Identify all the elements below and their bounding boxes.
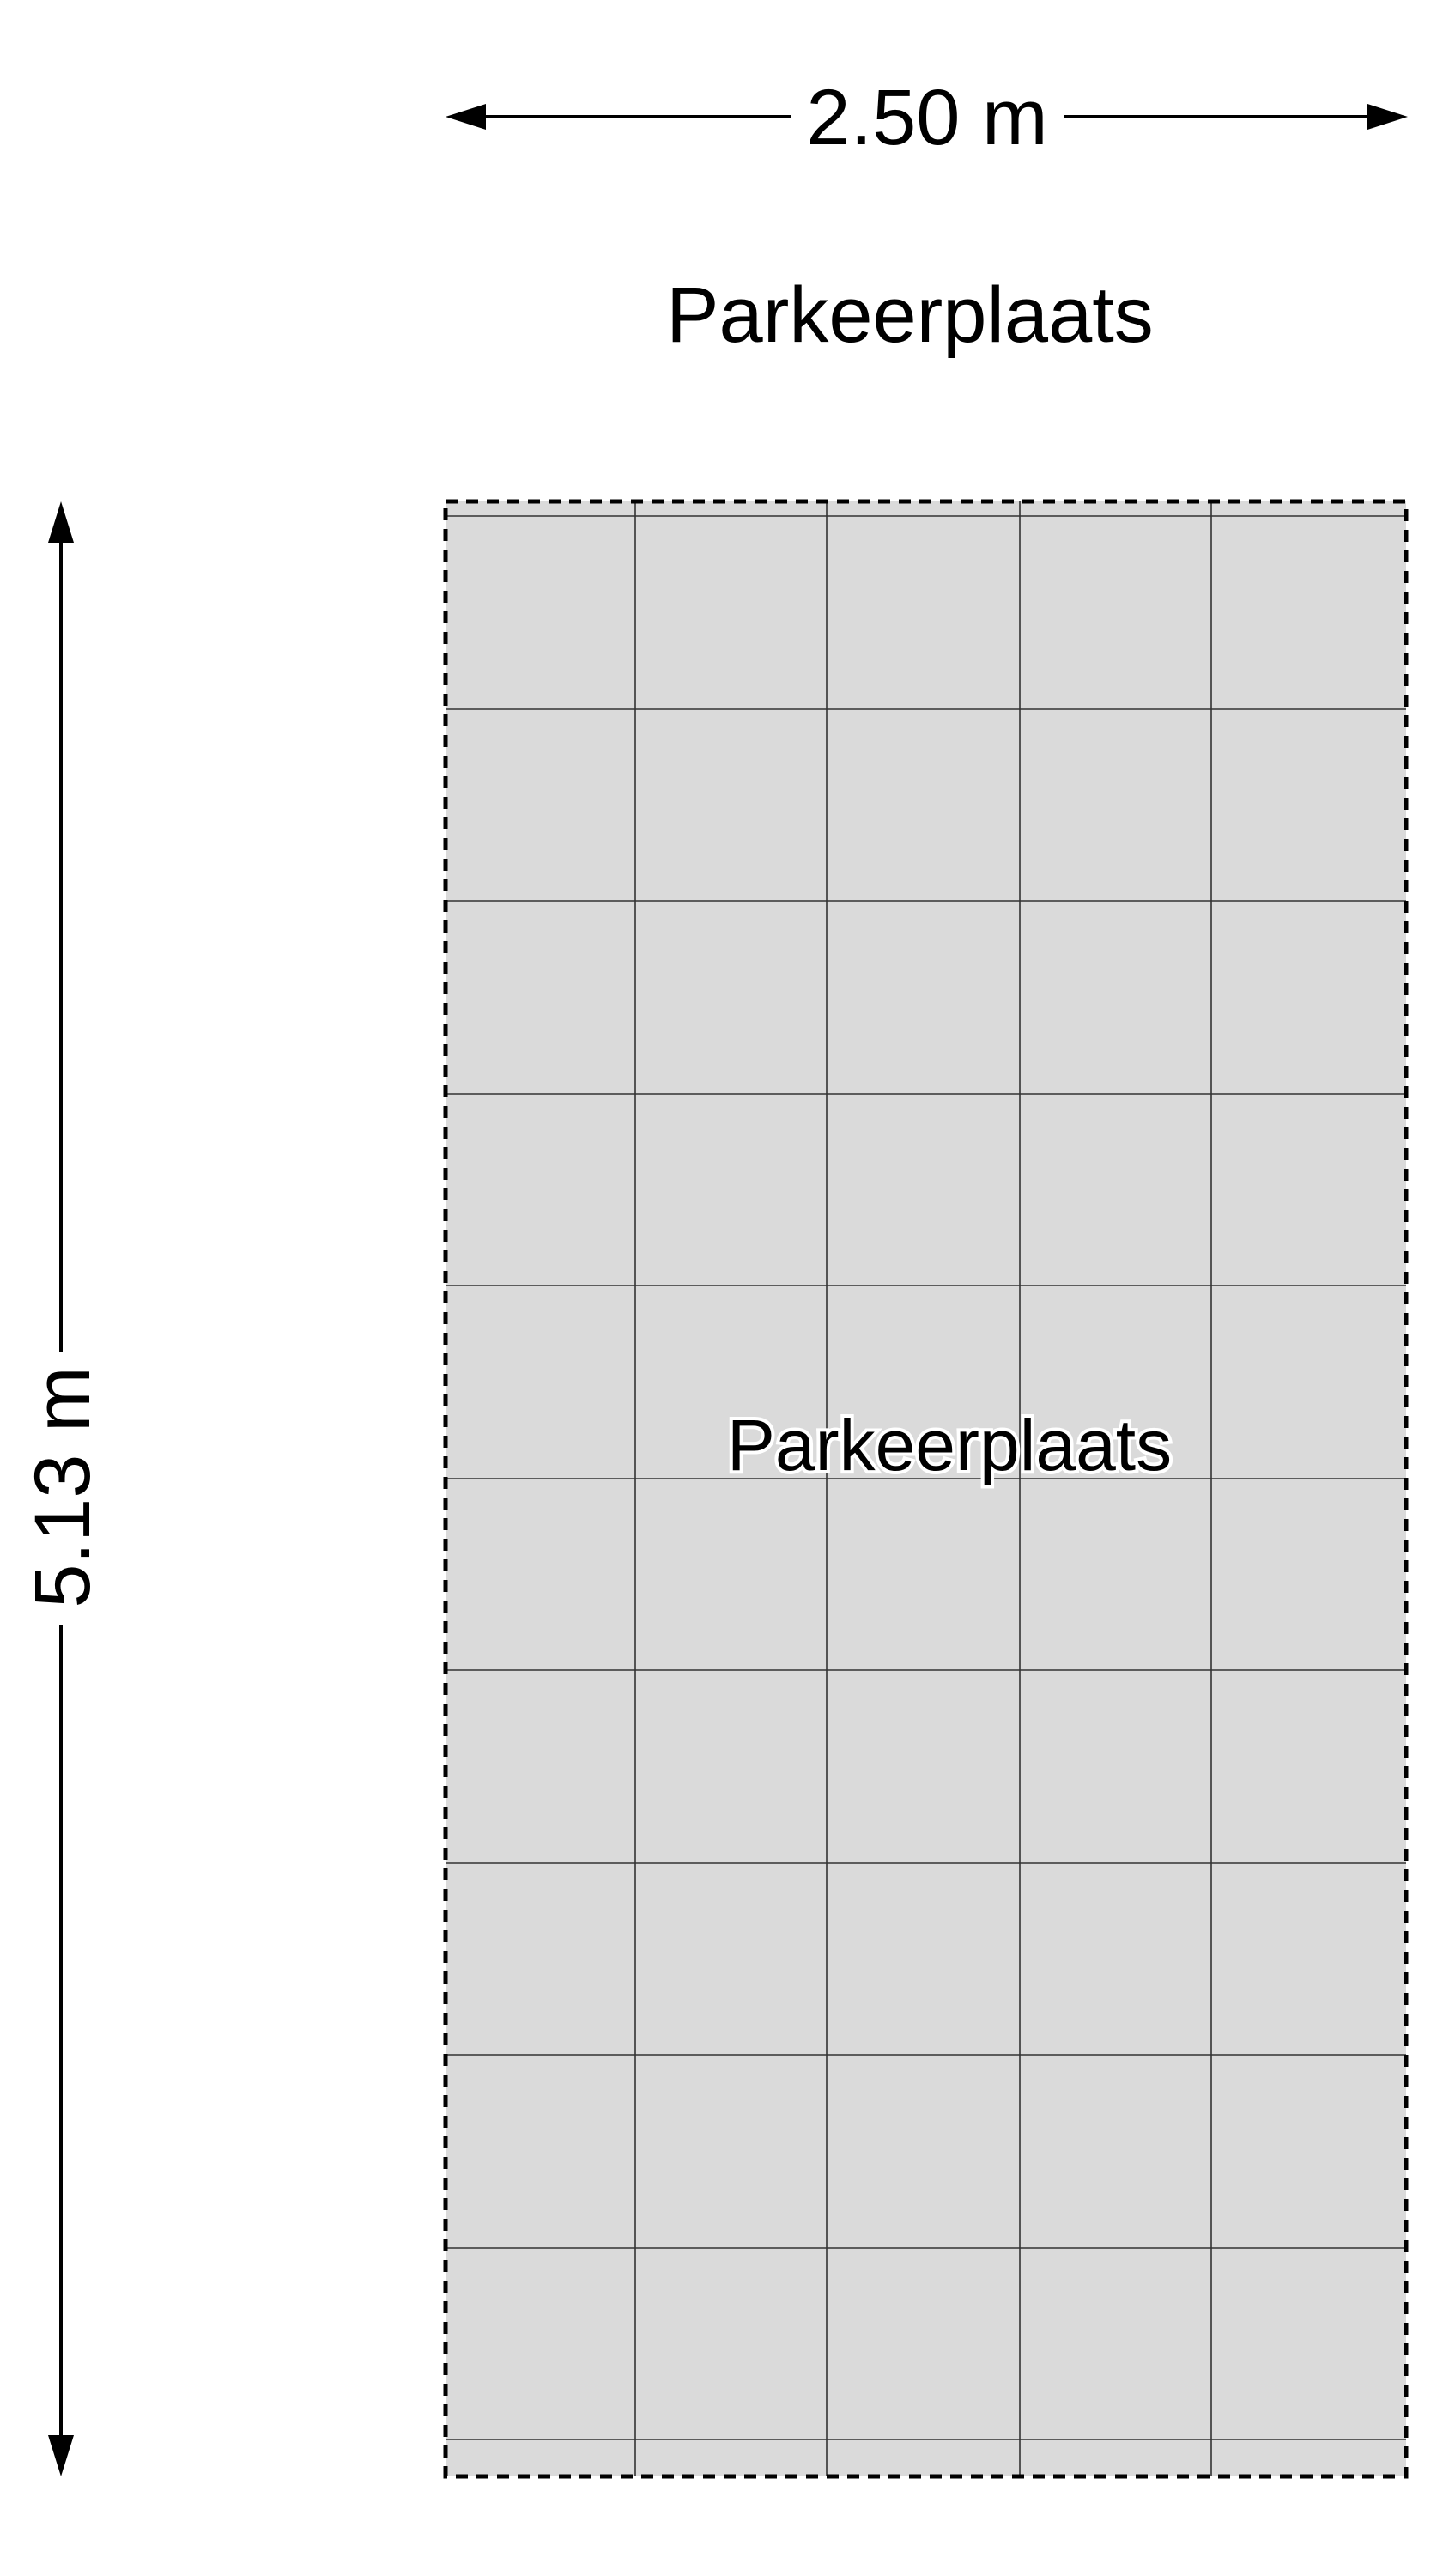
arrow-left-icon bbox=[446, 104, 486, 130]
arrow-up-icon bbox=[48, 501, 74, 543]
width-dimension: 2.50 m bbox=[446, 74, 1408, 161]
width-dimension-label: 2.50 m bbox=[806, 74, 1047, 161]
tile-grid bbox=[446, 501, 1406, 2476]
height-dimension-label: 5.13 m bbox=[19, 1366, 106, 1607]
height-dimension: 5.13 m bbox=[19, 501, 106, 2476]
room-parkeerplaats: Parkeerplaats bbox=[443, 499, 1409, 2479]
arrow-right-icon bbox=[1367, 104, 1408, 130]
floor-area bbox=[446, 501, 1406, 2476]
room-outline bbox=[443, 499, 1409, 2479]
room-title: Parkeerplaats bbox=[666, 271, 1154, 359]
room-label: Parkeerplaats bbox=[727, 1405, 1172, 1485]
arrow-down-icon bbox=[48, 2435, 74, 2476]
